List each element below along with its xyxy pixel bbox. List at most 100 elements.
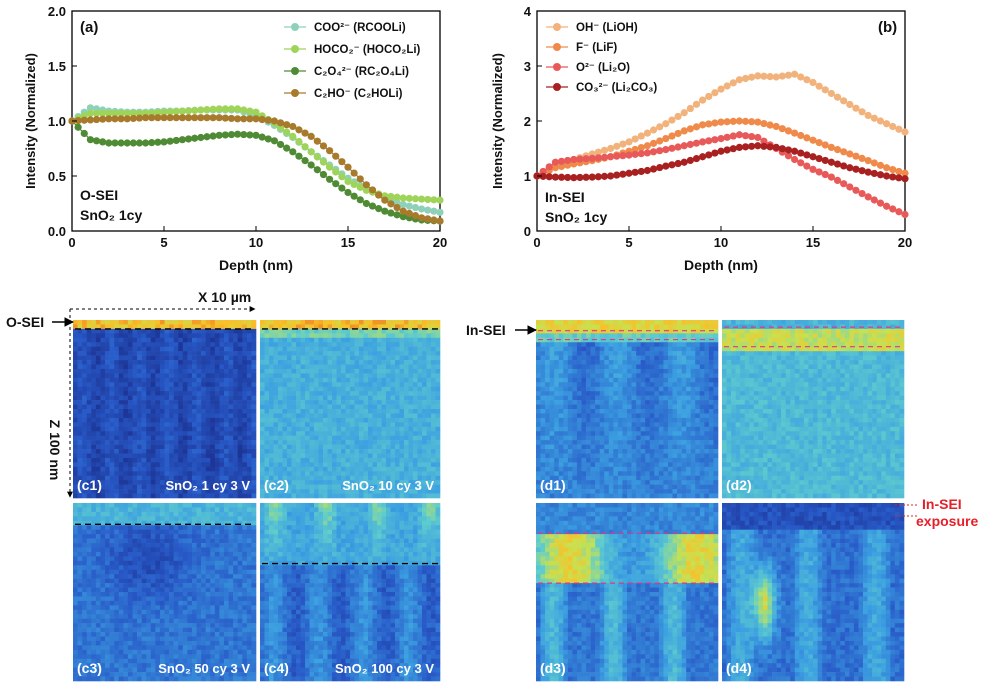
map-cell: [332, 364, 337, 370]
map-cell: [435, 453, 441, 459]
map-cell: [223, 623, 229, 628]
map-cell: [105, 484, 110, 490]
map-cell: [233, 475, 239, 481]
map-cell: [287, 320, 292, 325]
map-cell: [100, 525, 106, 530]
map-cell: [91, 569, 97, 575]
map-cell: [341, 422, 346, 428]
map-cell: [123, 400, 129, 405]
map-cell: [327, 368, 333, 374]
data-point: [375, 205, 383, 213]
map-cell: [223, 395, 229, 401]
map-cell: [246, 431, 252, 436]
map-cell: [137, 520, 142, 526]
map-cell: [77, 534, 83, 539]
map-cell: [132, 525, 138, 530]
map-cell: [404, 462, 409, 468]
map-cell: [219, 627, 225, 633]
map-cell: [404, 360, 409, 365]
map-cell: [196, 457, 202, 463]
map-cell: [77, 560, 83, 566]
map-cell: [300, 409, 306, 414]
map-cell: [205, 426, 211, 432]
map-cell: [127, 507, 133, 513]
map-cell: [169, 453, 174, 459]
map-cell: [332, 320, 337, 325]
map-cell: [341, 471, 346, 477]
map-cell: [377, 435, 382, 441]
map-cell: [164, 413, 170, 419]
map-cell: [100, 605, 106, 611]
map-cell: [278, 480, 283, 485]
data-point: [234, 130, 242, 138]
data-point: [864, 157, 872, 165]
map-cell: [327, 400, 333, 405]
map-cell: [219, 484, 225, 490]
map-cell: [123, 355, 129, 361]
map-cell: [82, 511, 88, 517]
map-cell: [132, 534, 138, 539]
data-point: [821, 141, 829, 149]
map-cell: [196, 538, 202, 544]
map-cell: [305, 449, 310, 454]
map-cell: [210, 333, 216, 339]
map-cell: [251, 493, 257, 499]
map-cell: [350, 493, 355, 499]
map-cell: [363, 435, 369, 441]
data-point: [784, 146, 793, 154]
map-cell: [237, 337, 243, 343]
map-cell: [187, 337, 193, 343]
map-cell: [141, 520, 147, 526]
map-cell: [291, 484, 297, 490]
map-cell: [228, 600, 234, 606]
map-cell: [242, 516, 248, 522]
map-cell: [105, 627, 110, 633]
map-cell: [372, 466, 378, 472]
map-cell: [282, 400, 288, 405]
map-cell: [95, 404, 101, 410]
map-cell: [327, 391, 333, 396]
map-cell: [336, 386, 342, 392]
map-cell: [210, 400, 216, 405]
map-cell: [127, 614, 133, 619]
map-cell: [390, 395, 396, 401]
map-cell: [237, 529, 243, 535]
map-cell: [132, 466, 138, 472]
map-cell: [178, 600, 184, 606]
map-cell: [77, 360, 83, 365]
map-cell: [237, 534, 243, 539]
map-cell: [210, 493, 216, 499]
map-cell: [363, 417, 369, 423]
map-cell: [123, 534, 129, 539]
map-cell: [233, 578, 239, 584]
map-cell: [123, 484, 129, 490]
map-cell: [422, 373, 427, 379]
map-cell: [118, 600, 124, 606]
map-cell: [242, 560, 248, 566]
map-cell: [95, 431, 101, 436]
map-cell: [146, 556, 152, 562]
map-cell: [191, 529, 197, 535]
data-point: [246, 131, 254, 139]
map-cell: [73, 480, 78, 485]
map-cell: [100, 596, 106, 602]
map-cell: [86, 614, 92, 619]
data-point: [705, 120, 713, 128]
map-cell: [287, 457, 292, 463]
map-cell: [233, 592, 239, 597]
map-cell: [323, 328, 328, 334]
map-cell: [141, 484, 147, 490]
map-cell: [77, 627, 83, 633]
map-cell: [86, 377, 92, 383]
data-point: [625, 138, 633, 146]
map-cell: [223, 471, 229, 477]
map-cell: [237, 574, 243, 579]
map-cell: [287, 333, 292, 339]
map-cell: [105, 471, 110, 477]
map-cell: [182, 466, 188, 472]
map-cell: [155, 395, 161, 401]
map-cell: [426, 395, 432, 401]
map-cell: [132, 480, 138, 485]
data-point: [876, 117, 885, 125]
map-cell: [146, 592, 152, 597]
